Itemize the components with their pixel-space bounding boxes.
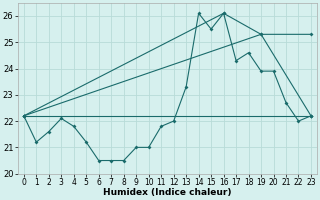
- X-axis label: Humidex (Indice chaleur): Humidex (Indice chaleur): [103, 188, 232, 197]
